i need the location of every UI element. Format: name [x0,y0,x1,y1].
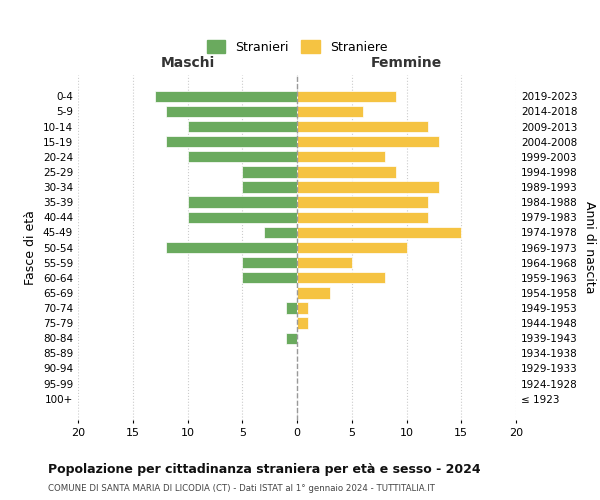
Bar [297,318,308,328]
Text: Maschi: Maschi [160,56,215,70]
Bar [242,166,297,177]
Bar [166,136,297,147]
Bar [297,182,439,192]
Bar [297,226,461,238]
Bar [297,166,395,177]
Bar [166,242,297,253]
Bar [286,332,297,344]
Bar [297,272,385,283]
Bar [297,151,385,162]
Bar [187,151,297,162]
Bar [297,121,428,132]
Bar [187,196,297,208]
Bar [297,302,308,314]
Bar [297,242,407,253]
Bar [297,287,330,298]
Text: Popolazione per cittadinanza straniera per età e sesso - 2024: Popolazione per cittadinanza straniera p… [48,462,481,475]
Bar [297,196,428,208]
Bar [166,106,297,117]
Bar [242,182,297,192]
Text: Femmine: Femmine [371,56,442,70]
Text: COMUNE DI SANTA MARIA DI LICODIA (CT) - Dati ISTAT al 1° gennaio 2024 - TUTTITAL: COMUNE DI SANTA MARIA DI LICODIA (CT) - … [48,484,435,493]
Bar [242,257,297,268]
Bar [297,212,428,223]
Bar [297,136,439,147]
Bar [187,121,297,132]
Bar [297,90,395,102]
Bar [297,257,352,268]
Bar [286,302,297,314]
Bar [297,106,362,117]
Legend: Stranieri, Straniere: Stranieri, Straniere [203,36,391,58]
Bar [264,226,297,238]
Y-axis label: Fasce di età: Fasce di età [25,210,37,285]
Bar [155,90,297,102]
Bar [242,272,297,283]
Bar [187,212,297,223]
Y-axis label: Anni di nascita: Anni di nascita [583,201,596,294]
